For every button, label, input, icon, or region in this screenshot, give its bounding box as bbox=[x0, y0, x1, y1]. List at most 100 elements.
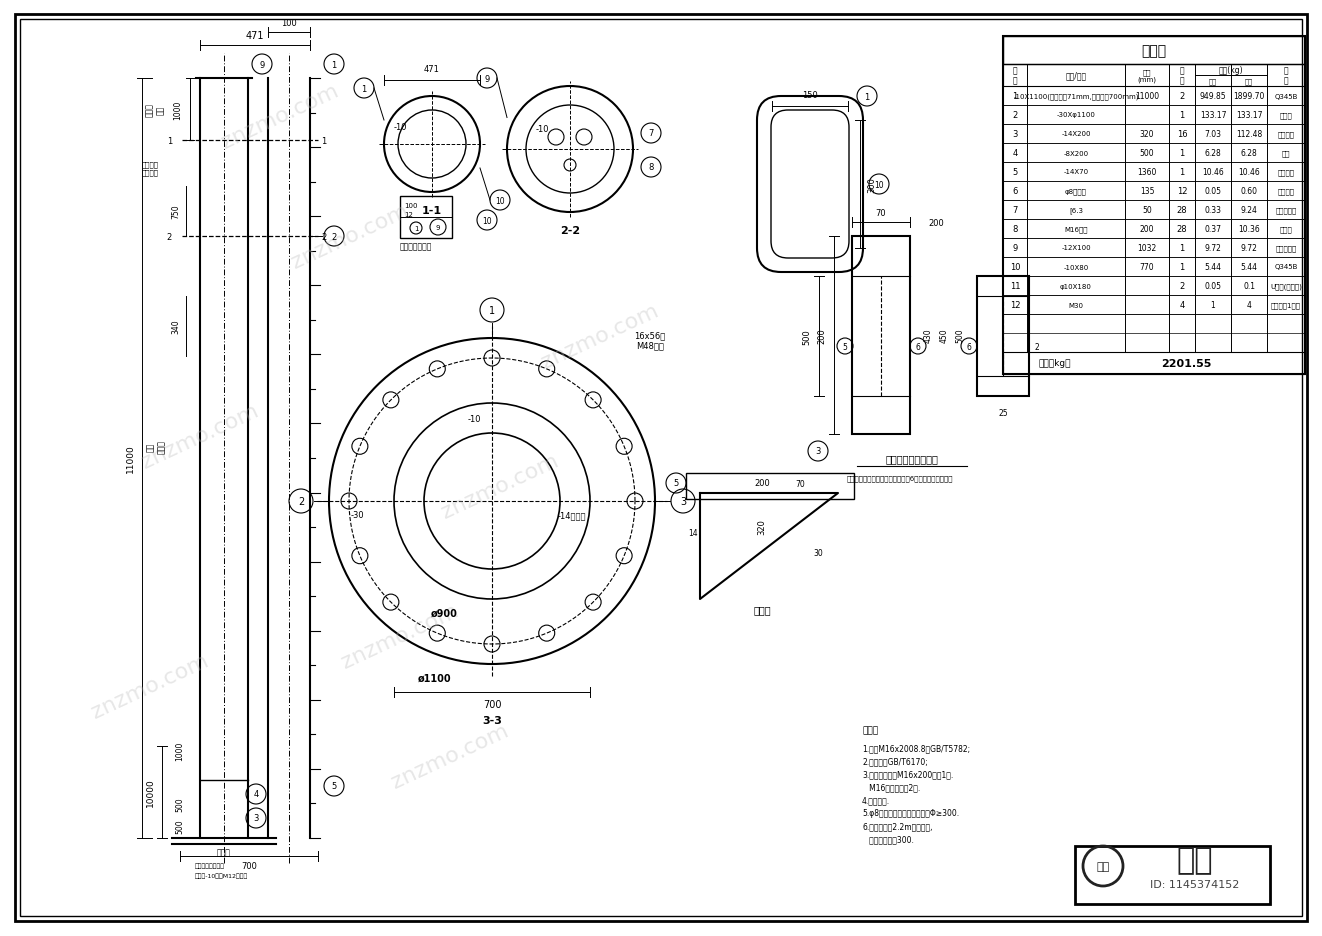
Text: 加劲辋板: 加劲辋板 bbox=[1277, 131, 1294, 138]
Text: 12: 12 bbox=[405, 212, 412, 218]
Text: 200: 200 bbox=[928, 218, 944, 227]
Text: 500: 500 bbox=[1140, 149, 1154, 158]
Text: 1-1: 1-1 bbox=[422, 206, 442, 216]
Bar bbox=[1003, 239, 1305, 257]
Text: 10.46: 10.46 bbox=[1202, 168, 1224, 177]
Bar bbox=[1003, 314, 1305, 333]
Text: 2: 2 bbox=[1013, 110, 1018, 120]
Text: 焊缝加
强板: 焊缝加 强板 bbox=[145, 103, 165, 117]
Text: 注：图框圆圈数字用序单顺序位基6个，并安装螺钉拧紧: 注：图框圆圈数字用序单顺序位基6个，并安装螺钉拧紧 bbox=[847, 475, 953, 482]
Text: 1000: 1000 bbox=[176, 740, 185, 760]
Text: U型杠(吸者用): U型杠(吸者用) bbox=[1270, 283, 1302, 289]
Text: 8: 8 bbox=[1013, 225, 1018, 234]
Text: 4: 4 bbox=[1013, 149, 1018, 158]
Text: 430: 430 bbox=[924, 329, 932, 343]
Text: 制作连接: 制作连接 bbox=[1277, 188, 1294, 195]
Text: 200: 200 bbox=[754, 479, 769, 488]
Bar bbox=[1003, 182, 1305, 201]
Text: 10.36: 10.36 bbox=[1239, 225, 1260, 234]
Text: 3: 3 bbox=[680, 496, 686, 506]
Text: 5.44: 5.44 bbox=[1240, 263, 1257, 271]
Text: 6.28: 6.28 bbox=[1204, 149, 1222, 158]
Text: 9.72: 9.72 bbox=[1204, 243, 1222, 253]
Text: 3: 3 bbox=[816, 447, 821, 456]
Text: 12: 12 bbox=[1010, 300, 1021, 310]
Text: 检查口: 检查口 bbox=[217, 848, 231, 856]
Text: -10: -10 bbox=[535, 125, 549, 135]
Text: 2.六角螺母GB/T6170;: 2.六角螺母GB/T6170; bbox=[862, 756, 928, 766]
Text: 5: 5 bbox=[673, 479, 678, 488]
Text: 770: 770 bbox=[1140, 263, 1154, 271]
Bar bbox=[1003, 124, 1305, 144]
Text: 112.48: 112.48 bbox=[1236, 130, 1263, 139]
Text: φ8圆钉衢: φ8圆钉衢 bbox=[1066, 188, 1087, 195]
Text: 133.17: 133.17 bbox=[1200, 110, 1227, 120]
Text: 320: 320 bbox=[758, 519, 767, 534]
Text: ø900: ø900 bbox=[431, 608, 457, 619]
Text: 11000: 11000 bbox=[1136, 92, 1159, 101]
Text: 1: 1 bbox=[1179, 243, 1185, 253]
Bar bbox=[1003, 353, 1305, 374]
Text: znzmo.com: znzmo.com bbox=[89, 651, 212, 723]
Text: -30Xφ1100: -30Xφ1100 bbox=[1056, 112, 1096, 118]
Text: 1032: 1032 bbox=[1137, 243, 1157, 253]
Text: 1: 1 bbox=[414, 226, 418, 232]
Text: 10: 10 bbox=[483, 216, 492, 226]
Text: 7.03: 7.03 bbox=[1204, 130, 1222, 139]
Bar bbox=[977, 277, 1029, 397]
Text: 说明：: 说明： bbox=[862, 725, 878, 735]
Bar bbox=[1003, 37, 1305, 374]
Text: 200: 200 bbox=[817, 328, 826, 344]
Text: -14X70: -14X70 bbox=[1063, 169, 1088, 175]
Text: 1: 1 bbox=[489, 306, 494, 315]
Text: -10X1100(上口直彄71mm,下口直彄700mm): -10X1100(上口直彄71mm,下口直彄700mm) bbox=[1013, 93, 1138, 100]
Text: 6.钉筆入地深2.2m平展钉孔,: 6.钉筆入地深2.2m平展钉孔, bbox=[862, 822, 932, 830]
Text: ø1100: ø1100 bbox=[418, 673, 451, 683]
Text: 底射板: 底射板 bbox=[1280, 112, 1293, 119]
Bar bbox=[1003, 65, 1305, 87]
Text: 角钉钉: 角钉钉 bbox=[1280, 226, 1293, 232]
Text: 1: 1 bbox=[1211, 300, 1215, 310]
Text: 规格/名称: 规格/名称 bbox=[1066, 71, 1087, 80]
Text: 5.44: 5.44 bbox=[1204, 263, 1222, 271]
Text: 500: 500 bbox=[176, 819, 185, 833]
Text: 4: 4 bbox=[1179, 300, 1185, 310]
Text: 949.85: 949.85 bbox=[1199, 92, 1227, 101]
Text: 1: 1 bbox=[361, 84, 366, 94]
Text: 知末: 知末 bbox=[1177, 845, 1214, 874]
Text: 30: 30 bbox=[813, 548, 822, 558]
Bar bbox=[851, 237, 910, 434]
Text: 150: 150 bbox=[802, 91, 818, 99]
Text: 70: 70 bbox=[795, 480, 805, 489]
Text: 0.05: 0.05 bbox=[1204, 187, 1222, 196]
Text: 5: 5 bbox=[842, 343, 847, 351]
Text: 单件: 单件 bbox=[1210, 78, 1218, 85]
Bar bbox=[1003, 87, 1305, 106]
Text: 9: 9 bbox=[1013, 243, 1018, 253]
Text: 133.17: 133.17 bbox=[1236, 110, 1263, 120]
Text: 护栏
设备箱: 护栏 设备箱 bbox=[147, 440, 165, 453]
Text: 附件固定杆: 附件固定杆 bbox=[1276, 207, 1297, 213]
Text: 450: 450 bbox=[940, 329, 948, 343]
Text: 3-3: 3-3 bbox=[483, 715, 502, 725]
Text: 11: 11 bbox=[1010, 282, 1021, 291]
Text: 1: 1 bbox=[1179, 263, 1185, 271]
Text: 320: 320 bbox=[1140, 130, 1154, 139]
Text: 重量(kg): 重量(kg) bbox=[1219, 66, 1243, 75]
Text: 3: 3 bbox=[254, 813, 259, 823]
Text: 1: 1 bbox=[1179, 149, 1185, 158]
Text: 6.28: 6.28 bbox=[1240, 149, 1257, 158]
Text: 焊缝加强板焊接: 焊缝加强板焊接 bbox=[401, 242, 432, 251]
Text: 2201.55: 2201.55 bbox=[1161, 358, 1211, 369]
Text: 100: 100 bbox=[282, 19, 297, 27]
Bar bbox=[1003, 144, 1305, 163]
Text: -12X100: -12X100 bbox=[1062, 245, 1091, 251]
Text: 编
号: 编 号 bbox=[1013, 66, 1018, 85]
Text: znzmo.com: znzmo.com bbox=[389, 721, 512, 792]
Text: [6.3: [6.3 bbox=[1069, 207, 1083, 213]
Text: 材料表: 材料表 bbox=[1141, 44, 1166, 58]
Text: 1899.70: 1899.70 bbox=[1233, 92, 1265, 101]
Text: 16: 16 bbox=[1177, 130, 1187, 139]
Text: 知末: 知末 bbox=[1096, 861, 1109, 871]
Text: 6: 6 bbox=[1013, 187, 1018, 196]
